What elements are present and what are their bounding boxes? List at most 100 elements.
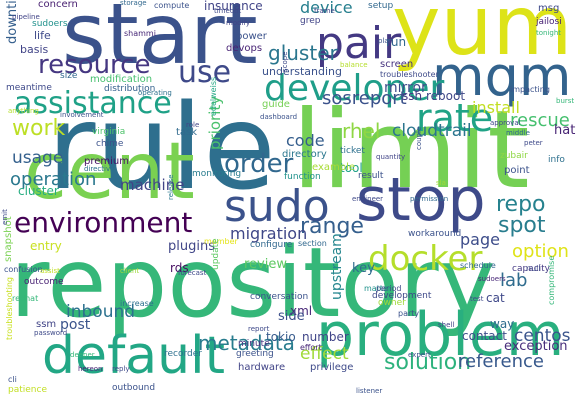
word: burst xyxy=(556,97,575,105)
word: result xyxy=(358,171,384,181)
word: sudo xyxy=(224,181,330,232)
word: patience xyxy=(8,385,47,395)
word: sudoers xyxy=(32,19,68,29)
word: outbound xyxy=(112,383,156,393)
word: side xyxy=(278,309,305,324)
word: size xyxy=(60,71,78,81)
word: dashboard xyxy=(260,113,298,121)
word: life xyxy=(34,29,51,42)
word: contact xyxy=(462,329,507,343)
word: task xyxy=(176,127,198,138)
word: gluster xyxy=(268,41,338,65)
word: section xyxy=(298,239,327,248)
word: code xyxy=(286,131,325,150)
word: setup xyxy=(368,1,394,11)
word: rule xyxy=(47,78,276,216)
word: rate xyxy=(416,96,494,140)
word: problem xyxy=(316,300,565,370)
word: xml xyxy=(290,304,313,318)
word: ticket xyxy=(340,146,365,156)
word: scope xyxy=(281,51,289,72)
word: work xyxy=(12,116,66,141)
word: review xyxy=(244,257,287,272)
word: deeper xyxy=(70,351,95,359)
word: release xyxy=(167,174,175,200)
word: stop xyxy=(356,165,486,235)
word: edelweiss xyxy=(209,76,218,116)
word: number xyxy=(302,330,349,344)
word: report xyxy=(248,325,270,333)
word: rds xyxy=(170,261,189,275)
word: page xyxy=(460,230,500,249)
word: plugins xyxy=(168,239,215,254)
word: party xyxy=(398,309,420,318)
word: mirror xyxy=(384,80,427,96)
word: sudoers xyxy=(478,275,506,283)
word: distribution xyxy=(104,84,156,94)
word: downtime xyxy=(5,0,20,44)
word: expert xyxy=(408,351,431,359)
word: timeout xyxy=(214,7,242,15)
word: upstream xyxy=(329,233,345,300)
word: update xyxy=(211,238,221,270)
word: conversation xyxy=(250,292,309,302)
word: balance xyxy=(340,61,368,69)
word: privilege xyxy=(310,362,354,373)
word: workaround xyxy=(408,229,462,239)
word: understanding xyxy=(262,65,342,78)
word: example xyxy=(312,162,356,173)
word: pipeline xyxy=(12,13,40,21)
word: assist xyxy=(40,267,60,275)
word: cat xyxy=(486,291,505,305)
word: impacting xyxy=(510,85,550,94)
word: directive xyxy=(84,165,115,173)
word: engineer xyxy=(352,195,384,203)
word: post xyxy=(60,317,91,333)
word: cloudtrail xyxy=(392,121,472,141)
word: ssh xyxy=(402,89,423,103)
word: machine xyxy=(120,176,185,194)
word: rescue xyxy=(510,110,570,131)
word: virginia xyxy=(92,127,126,137)
word: jailosi xyxy=(536,17,562,27)
word: spot xyxy=(498,213,546,238)
word: ssm xyxy=(36,319,57,330)
word: install xyxy=(472,98,520,117)
word: default xyxy=(42,326,225,386)
word: increase xyxy=(120,299,154,308)
word: permission xyxy=(410,195,449,203)
word: troubleshooter xyxy=(380,70,439,79)
word: yum xyxy=(392,0,573,74)
word: screen xyxy=(380,59,414,70)
word: client xyxy=(120,267,140,275)
word: use xyxy=(178,55,232,90)
word: repository xyxy=(10,227,496,339)
word: solution xyxy=(384,350,472,375)
word: hat xyxy=(554,123,576,138)
word: operating xyxy=(138,89,172,97)
word: guide xyxy=(262,99,290,110)
word: run xyxy=(386,35,407,49)
word: range xyxy=(300,214,364,239)
word: function xyxy=(284,172,321,182)
word: modification xyxy=(90,74,153,85)
word: reboot xyxy=(426,89,466,103)
word: mqm xyxy=(432,45,572,108)
word: centos xyxy=(514,326,571,346)
word: minute xyxy=(238,339,270,349)
word: frame xyxy=(314,7,335,15)
word: meantime xyxy=(6,83,52,93)
word: outcome xyxy=(24,277,64,287)
word: resource xyxy=(38,50,151,80)
word: insurance xyxy=(204,0,263,13)
word: owner xyxy=(378,298,406,308)
word: listener xyxy=(356,387,383,395)
word: zubair xyxy=(500,151,528,161)
word: member xyxy=(204,237,238,246)
word: anything xyxy=(8,107,39,115)
word: sosreport xyxy=(322,88,407,109)
word: capacity xyxy=(512,264,550,274)
word: device xyxy=(300,0,353,17)
word: tool xyxy=(340,161,363,175)
